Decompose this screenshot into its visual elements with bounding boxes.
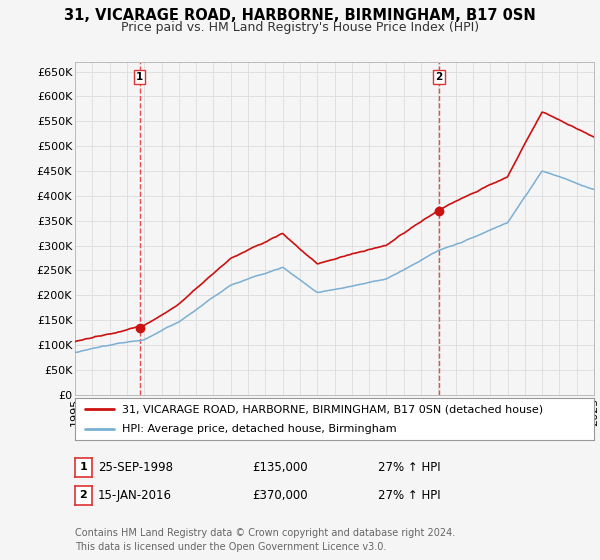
Text: HPI: Average price, detached house, Birmingham: HPI: Average price, detached house, Birm…	[122, 424, 397, 434]
Text: 25-SEP-1998: 25-SEP-1998	[98, 461, 173, 474]
Text: Contains HM Land Registry data © Crown copyright and database right 2024.
This d: Contains HM Land Registry data © Crown c…	[75, 528, 455, 552]
Text: £370,000: £370,000	[252, 489, 308, 502]
Text: 27% ↑ HPI: 27% ↑ HPI	[378, 461, 440, 474]
Text: 27% ↑ HPI: 27% ↑ HPI	[378, 489, 440, 502]
Text: 31, VICARAGE ROAD, HARBORNE, BIRMINGHAM, B17 0SN (detached house): 31, VICARAGE ROAD, HARBORNE, BIRMINGHAM,…	[122, 404, 543, 414]
Text: 1: 1	[80, 463, 87, 472]
Text: Price paid vs. HM Land Registry's House Price Index (HPI): Price paid vs. HM Land Registry's House …	[121, 21, 479, 34]
Text: 15-JAN-2016: 15-JAN-2016	[98, 489, 172, 502]
Text: 31, VICARAGE ROAD, HARBORNE, BIRMINGHAM, B17 0SN: 31, VICARAGE ROAD, HARBORNE, BIRMINGHAM,…	[64, 8, 536, 24]
Text: 1: 1	[136, 72, 143, 82]
Text: 2: 2	[80, 491, 87, 500]
Text: £135,000: £135,000	[252, 461, 308, 474]
Text: 2: 2	[436, 72, 443, 82]
